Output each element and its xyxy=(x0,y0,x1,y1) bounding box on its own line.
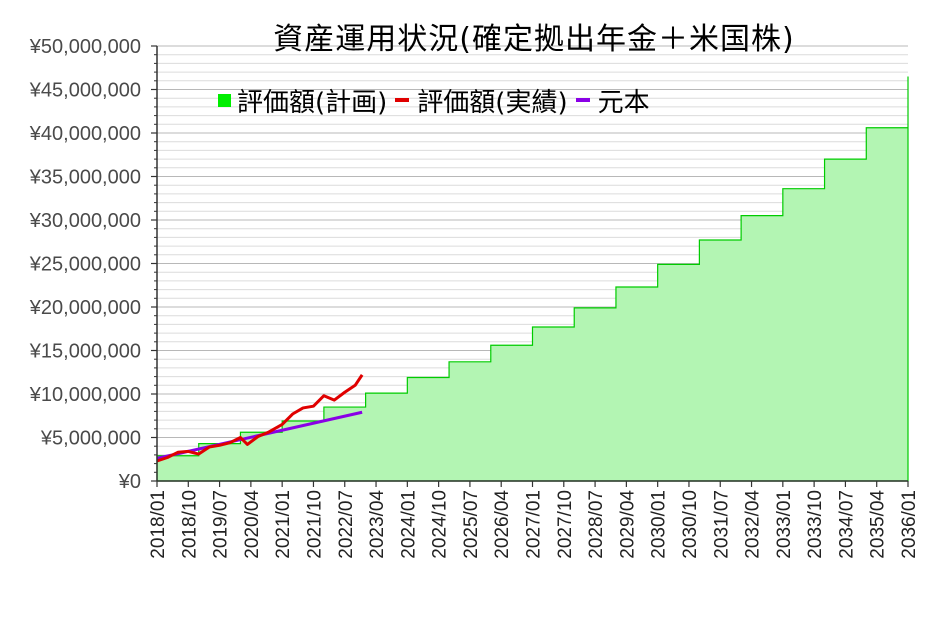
y-tick-label: ¥40,000,000 xyxy=(29,123,141,145)
y-tick-label: ¥20,000,000 xyxy=(29,297,141,319)
x-tick-label: 2031/07 xyxy=(711,490,732,559)
y-tick-label: ¥25,000,000 xyxy=(29,254,141,276)
plan-step-area xyxy=(156,76,909,482)
legend-item-plan: 評価額(計画) xyxy=(218,82,387,119)
y-tick-label: ¥15,000,000 xyxy=(29,341,141,363)
y-tick-label: ¥35,000,000 xyxy=(29,167,141,189)
x-tick-label: 2035/04 xyxy=(868,490,889,559)
x-tick-label: 2034/07 xyxy=(836,490,857,559)
x-tick-label: 2021/10 xyxy=(304,490,325,559)
legend-label-plan: 評価額(計画) xyxy=(237,87,388,118)
x-tick-label: 2030/01 xyxy=(649,490,670,559)
x-tick-label: 2021/01 xyxy=(273,490,294,559)
x-tick-label: 2033/10 xyxy=(805,490,826,559)
x-tick-label: 2018/10 xyxy=(179,490,200,559)
x-tick-label: 2027/10 xyxy=(555,490,576,559)
x-tick-label: 2030/10 xyxy=(680,490,701,559)
legend: 評価額(計画) 評価額(実績) 元本 xyxy=(218,82,658,119)
y-tick-label: ¥50,000,000 xyxy=(29,36,141,58)
x-tick-label: 2018/01 xyxy=(148,490,169,559)
legend-label-actual: 評価額(実績) xyxy=(417,87,568,118)
x-tick-label: 2020/04 xyxy=(242,490,263,559)
legend-item-actual: 評価額(実績) xyxy=(395,82,568,119)
x-tick-label: 2033/01 xyxy=(774,490,795,559)
y-tick-label: ¥30,000,000 xyxy=(29,210,141,232)
legend-swatch-actual xyxy=(395,98,410,102)
y-tick-label: ¥45,000,000 xyxy=(29,80,141,102)
chart-title: 資産運用状況(確定拠出年金＋米国株) xyxy=(273,22,795,57)
y-tick-label: ¥5,000,000 xyxy=(40,428,141,450)
x-tick-label: 2036/01 xyxy=(899,490,920,559)
legend-swatch-plan xyxy=(218,93,231,107)
y-tick-label: ¥10,000,000 xyxy=(29,384,141,406)
x-tick-label: 2027/01 xyxy=(524,490,545,559)
actual-line xyxy=(156,374,364,463)
legend-swatch-principal xyxy=(575,98,590,102)
x-tick-label: 2028/07 xyxy=(586,490,607,559)
x-tick-label: 2024/10 xyxy=(430,490,451,559)
x-tick-label: 2024/01 xyxy=(398,490,419,559)
x-tick-label: 2022/07 xyxy=(336,490,357,559)
x-tick-label: 2019/07 xyxy=(211,490,232,559)
x-tick-label: 2023/04 xyxy=(367,490,388,559)
x-tick-label: 2026/04 xyxy=(492,490,513,559)
x-tick-label: 2029/04 xyxy=(617,490,638,559)
x-tick-label: 2032/04 xyxy=(743,490,764,559)
legend-label-principal: 元本 xyxy=(597,87,650,118)
y-tick-label: ¥0 xyxy=(118,471,141,493)
legend-item-principal: 元本 xyxy=(575,82,650,119)
x-tick-label: 2025/07 xyxy=(461,490,482,559)
